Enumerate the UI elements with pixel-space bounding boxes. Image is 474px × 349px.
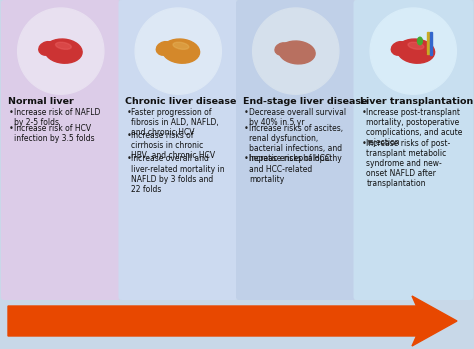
- Text: •: •: [244, 124, 249, 133]
- Text: Decrease overall survival
by 40% in 5 yr: Decrease overall survival by 40% in 5 yr: [249, 108, 346, 127]
- Text: Increase overall and
liver-related mortality in
NAFLD by 3 folds and
22 folds: Increase overall and liver-related morta…: [131, 155, 225, 194]
- Text: •: •: [127, 131, 131, 140]
- FancyArrow shape: [8, 296, 457, 346]
- FancyArrow shape: [430, 32, 432, 55]
- FancyBboxPatch shape: [1, 0, 120, 300]
- Circle shape: [253, 8, 339, 94]
- Ellipse shape: [392, 42, 409, 55]
- Text: •: •: [127, 108, 131, 117]
- FancyBboxPatch shape: [236, 0, 356, 300]
- Ellipse shape: [279, 41, 315, 64]
- FancyBboxPatch shape: [354, 0, 473, 300]
- Ellipse shape: [39, 42, 56, 55]
- Text: Normal liver: Normal liver: [8, 97, 74, 106]
- Text: •: •: [244, 108, 249, 117]
- Ellipse shape: [55, 42, 72, 49]
- FancyArrow shape: [427, 38, 431, 54]
- Text: Increase risks of HCC
and HCC-related
mortality: Increase risks of HCC and HCC-related mo…: [249, 155, 330, 184]
- Text: •: •: [9, 108, 14, 117]
- Text: Increase post-transplant
mortality, postoperative
complications, and acute
rejec: Increase post-transplant mortality, post…: [366, 108, 463, 147]
- Text: •: •: [244, 155, 249, 163]
- Text: Increase risks of
cirrhosis in chronic
HBV, and chronic HCV: Increase risks of cirrhosis in chronic H…: [131, 131, 216, 161]
- Text: Liver transplantation: Liver transplantation: [361, 97, 474, 106]
- Ellipse shape: [173, 42, 189, 49]
- Ellipse shape: [275, 43, 291, 55]
- Text: Chronic liver disease: Chronic liver disease: [126, 97, 237, 106]
- Circle shape: [18, 8, 104, 94]
- Text: Increase risks of post-
transplant metabolic
syndrome and new-
onset NAFLD after: Increase risks of post- transplant metab…: [366, 139, 451, 188]
- Ellipse shape: [408, 42, 424, 49]
- Text: Increase risk of HCV
infection by 3.5 folds: Increase risk of HCV infection by 3.5 fo…: [14, 124, 95, 143]
- Ellipse shape: [45, 39, 82, 63]
- Ellipse shape: [418, 37, 422, 45]
- Text: •: •: [362, 139, 366, 148]
- Circle shape: [135, 8, 221, 94]
- Text: •: •: [127, 155, 131, 163]
- Text: Increase risks of ascites,
renal dysfunction,
bacterial infections, and
hepatic : Increase risks of ascites, renal dysfunc…: [249, 124, 343, 163]
- Ellipse shape: [162, 39, 200, 63]
- FancyBboxPatch shape: [118, 0, 238, 300]
- Circle shape: [370, 8, 456, 94]
- Text: •: •: [362, 108, 366, 117]
- Ellipse shape: [156, 42, 173, 55]
- Ellipse shape: [397, 39, 435, 63]
- Text: Faster progression of
fibrosis in ALD, NAFLD,
and chronic HCV: Faster progression of fibrosis in ALD, N…: [131, 108, 219, 138]
- FancyArrow shape: [427, 32, 429, 54]
- Text: •: •: [9, 124, 14, 133]
- Text: End-stage liver disease: End-stage liver disease: [243, 97, 367, 106]
- Text: Increase risk of NAFLD
by 2-5 folds: Increase risk of NAFLD by 2-5 folds: [14, 108, 100, 127]
